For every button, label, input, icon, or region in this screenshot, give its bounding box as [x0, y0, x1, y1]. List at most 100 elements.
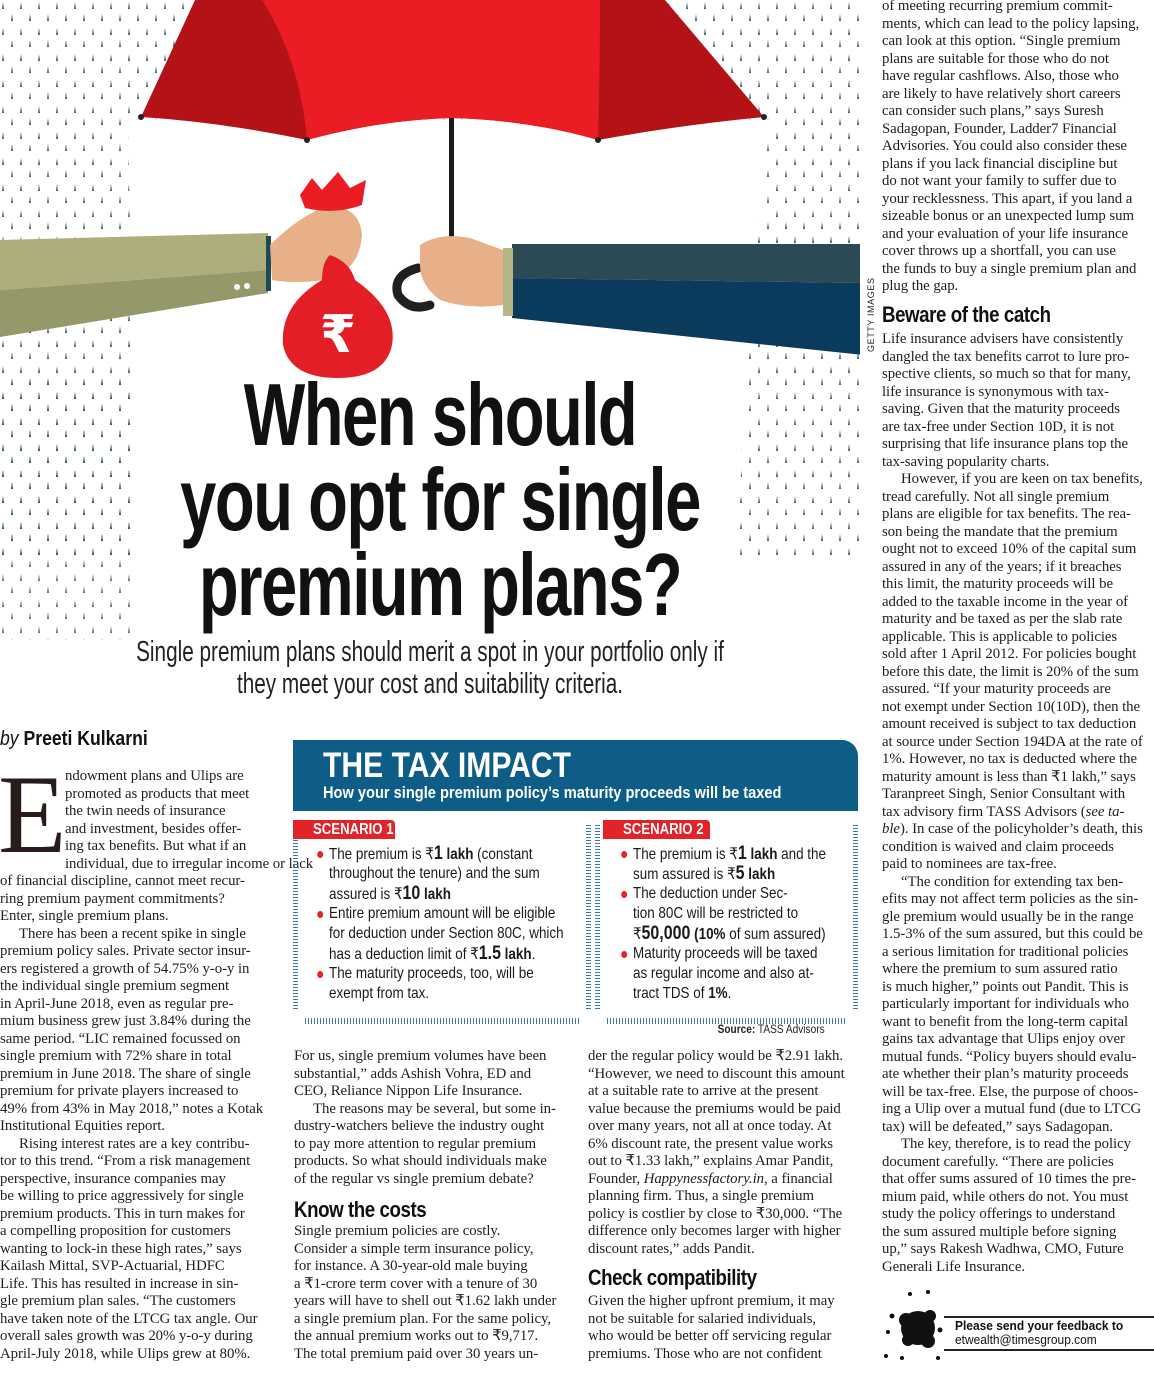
bullet-dot-icon [621, 851, 628, 858]
text-line: gains tax advantage that Ulips enjoy ove… [882, 1031, 1125, 1047]
bullet-item: Maturity proceeds will be taxed [621, 944, 826, 964]
paragraph: The reasons may be several, but some in-… [294, 1101, 568, 1189]
bullet-line: tion 80C will be restricted to [633, 904, 826, 924]
tax-box-source: Source: TASS Advisors [717, 1024, 825, 1036]
article-column-3-cont: Given the higher upfront premium, it may… [588, 1293, 862, 1363]
text-line: assured in any of the years; if it breac… [882, 558, 1122, 575]
umbrella-icon [138, 0, 767, 312]
bullet-text: The deduction under Sec- [633, 885, 788, 902]
drop-cap: E [0, 753, 67, 877]
text-segment: lakh [442, 846, 474, 863]
bullet-line: assured is ₹10 lakh [329, 884, 564, 904]
text-line: plans are eligible for tax benefits. The… [882, 506, 1131, 522]
text-segment: assured is ₹ [329, 886, 403, 903]
bullet-line: ₹50,000 (10% of sum assured) [633, 924, 826, 944]
section-heading-compatibility: Check compatibility [588, 1265, 757, 1290]
text-line: Institutional Equities report. [0, 1118, 165, 1134]
bullet-text: assured is ₹10 lakh [329, 883, 451, 904]
text-line: 1%. However, no tax is deducted where th… [882, 751, 1137, 767]
text-line: The key, therefore, is to read the polic… [901, 1136, 1131, 1152]
text-line: substantial,” adds Ashish Vohra, ED and [294, 1065, 532, 1082]
paragraph: There has been a recent spike in single p… [0, 926, 272, 1136]
bullet-text: for deduction under Section 80C, which [329, 925, 564, 942]
bullet-dot-icon [621, 951, 628, 958]
scenario-1-label: SCENARIO 1 [293, 820, 395, 839]
text-segment: tax advisory firm TASS Advisors ( [882, 803, 1086, 820]
text-line: planning firm. Thus, a single premium [588, 1188, 814, 1204]
text-line: for instance. A 30-year-old male buying [294, 1258, 528, 1274]
article-column-1: E ndowment plans and Ulips are promoted a… [0, 753, 313, 1364]
text-line: Enter, single premium plans. [0, 908, 169, 924]
text-line: maturity and be taxed as per the slab ra… [882, 611, 1123, 627]
paragraph: “The condition for extending tax ben-efi… [882, 874, 1154, 1137]
text-line: gle premium plan sales. “The customers [0, 1293, 236, 1309]
scenario-1-panel: SCENARIO 1 The premium is ₹1 lakh (const… [293, 820, 591, 1024]
text-line: to pay more attention to regular premium [294, 1135, 537, 1152]
text-line: a ₹1-crore term cover with a tenure of 3… [294, 1275, 538, 1292]
bullet-item: The maturity proceeds, too, will be [317, 964, 564, 984]
text-line: the funds to buy a single premium plan a… [882, 260, 1137, 277]
text-line: Given the higher upfront premium, it may [588, 1293, 835, 1309]
text-line: 6% discount rate, the present value work… [588, 1135, 833, 1152]
text-segment: 50,000 [641, 923, 691, 944]
text-segment: ₹ [633, 926, 642, 943]
bullet-text: tract TDS of 1%. [633, 985, 731, 1002]
text-line: applicable. This is applicable to polici… [882, 628, 1118, 645]
text-line: this limit, the maturity proceeds will b… [882, 576, 1113, 592]
bullet-dot-icon [317, 971, 324, 978]
text-line: plug the gap. [882, 278, 959, 294]
text-line: years will have to shell out ₹1.62 lakh … [294, 1293, 557, 1309]
text-line: ing a Ulip over a mutual fund (due to LT… [882, 1101, 1142, 1117]
feedback-prompt: Please send your feedback to [955, 1318, 1124, 1333]
text-segment: ble [882, 821, 900, 837]
text-line: premium products. This in turn makes for [0, 1205, 245, 1222]
text-segment: tract TDS of [633, 985, 709, 1002]
text-line: the sum assured multiple before signing [882, 1223, 1117, 1240]
tax-box-header: THE TAX IMPACT How your single premium p… [293, 740, 858, 811]
text-segment: The premium is ₹ [633, 846, 738, 863]
text-line: Life. This has resulted in increase in s… [0, 1275, 239, 1292]
text-line: efits may not affect term policies as th… [882, 891, 1139, 907]
text-line: der the regular policy would be ₹2.91 la… [588, 1048, 844, 1064]
text-line: of meeting recurring premium commit- [882, 0, 1113, 14]
text-line: overall sales growth was 20% y-o-y durin… [0, 1328, 253, 1344]
text-segment: lakh [420, 886, 451, 903]
bullet-line: tract TDS of 1%. [633, 984, 826, 1004]
bullet-item: The deduction under Sec- [621, 884, 826, 904]
text-line: wanting to lock-in these high rates,” sa… [0, 1240, 242, 1257]
paragraph: The key, therefore, is to read the polic… [882, 1136, 1154, 1276]
text-segment: lakh [500, 946, 532, 963]
text-line: There has been a recent spike in single [19, 925, 246, 942]
paragraph: Rising interest rates are a key contribu… [0, 1136, 272, 1364]
bullet-item: Entire premium amount will be eligible [317, 904, 564, 924]
bullet-text: Entire premium amount will be eligible [329, 905, 556, 922]
bullet-text: sum assured is ₹5 lakh [633, 864, 775, 884]
feedback-email[interactable]: etwealth@timesgroup.com [955, 1332, 1097, 1347]
text-line: single premium with 72% share in total [0, 1048, 232, 1064]
text-line: and your evaluation of your life insuran… [882, 225, 1129, 242]
text-segment: 10 [402, 883, 421, 904]
text-line: tread carefully. Not all single premium [882, 488, 1110, 505]
text-line: the individual single premium segment [0, 978, 230, 994]
text-line: The reasons may be several, but some in- [313, 1100, 556, 1117]
text-line: premium policy sales. Private sector ins… [0, 943, 251, 959]
text-line: spective clients, so much so that for ma… [882, 366, 1131, 382]
text-line: However, if you are keen on tax benefits… [901, 471, 1143, 487]
text-line: paid to nominees are tax-free. [882, 856, 1057, 872]
text-line: Rising interest rates are a key contribu… [19, 1135, 250, 1152]
text-line: study the policy offerings to understand [882, 1206, 1116, 1222]
bullet-dot-icon [317, 911, 324, 918]
text-line: tor to this trend. “From a risk manageme… [0, 1153, 251, 1169]
bullet-text: as regular income and also at- [633, 965, 814, 982]
text-line: value because the premiums would be paid [588, 1100, 841, 1117]
tax-impact-box: THE TAX IMPACT How your single premium p… [293, 740, 858, 1040]
text-line: ate whether their plan’s maturity procee… [882, 1066, 1129, 1082]
text-segment: The premium is ₹ [329, 846, 434, 863]
paragraph: For us, single premium volumes have been… [294, 1048, 568, 1101]
bullet-text: Maturity proceeds will be taxed [633, 945, 818, 962]
text-line: be willing to price aggressively for sin… [0, 1188, 244, 1204]
text-line: Single premium policies are costly. [294, 1223, 501, 1239]
section-heading-costs: Know the costs [294, 1197, 427, 1222]
text-line: amount received is subject to tax deduct… [882, 716, 1137, 732]
text-line: not exempt under Section 10(10D), then t… [882, 698, 1141, 715]
